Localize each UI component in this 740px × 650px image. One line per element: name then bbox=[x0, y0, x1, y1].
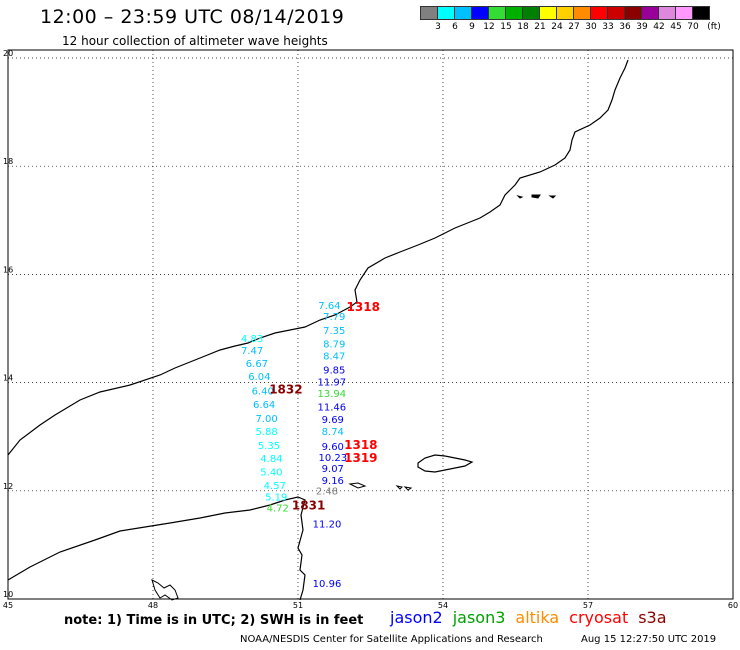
lat-tick-label: 20 bbox=[3, 49, 13, 58]
satellite-s3a: s3a bbox=[638, 608, 667, 627]
pass-time-label: 1318 bbox=[344, 438, 377, 452]
page-subtitle: 12 hour collection of altimeter wave hei… bbox=[62, 34, 328, 48]
satellite-jason2: jason2 bbox=[390, 608, 443, 627]
legend-tick: 39 bbox=[636, 22, 648, 32]
legend-swatch bbox=[692, 6, 710, 20]
legend-tick: 9 bbox=[469, 22, 475, 32]
timestamp: Aug 15 12:27:50 UTC 2019 bbox=[581, 634, 717, 645]
wave-height-value: 8.74 bbox=[322, 427, 344, 438]
wave-height-value: 11.46 bbox=[318, 403, 347, 414]
legend-tick: 12 bbox=[483, 22, 495, 32]
wave-height-value: 5.35 bbox=[258, 441, 280, 452]
credit-text: NOAA/NESDIS Center for Satellite Applica… bbox=[240, 634, 543, 645]
pass-time-label: 1831 bbox=[292, 499, 325, 513]
wave-height-value: 4.83 bbox=[241, 334, 263, 345]
wave-height-value: 7.00 bbox=[255, 414, 277, 425]
wave-height-value: 6.64 bbox=[253, 400, 275, 411]
units-note: note: 1) Time is in UTC; 2) SWH is in fe… bbox=[64, 613, 364, 628]
lon-tick-label: 54 bbox=[438, 601, 448, 610]
legend-tick: 15 bbox=[500, 22, 512, 32]
wave-height-value: 10.23 bbox=[318, 453, 347, 464]
legend-tick: 3 bbox=[435, 22, 441, 32]
satellite-altika: altika bbox=[515, 608, 560, 627]
coastline bbox=[7, 59, 629, 601]
wave-height-value: 5.19 bbox=[265, 493, 287, 504]
wave-height-value: 9.85 bbox=[323, 365, 345, 376]
legend-tick: 27 bbox=[568, 22, 580, 32]
page-title: 12:00 – 23:59 UTC 08/14/2019 bbox=[40, 6, 345, 28]
satellite-legend: jason2 jason3 altika cryosat s3a bbox=[390, 608, 677, 627]
wave-height-value: 4.72 bbox=[267, 503, 289, 514]
wave-height-value: 5.88 bbox=[255, 427, 277, 438]
wave-height-value: 4.57 bbox=[264, 481, 286, 492]
lon-tick-label: 45 bbox=[3, 601, 13, 610]
wave-height-value: 5.40 bbox=[260, 468, 282, 479]
lon-tick-label: 48 bbox=[148, 601, 158, 610]
wave-height-value: 8.79 bbox=[323, 339, 345, 350]
color-legend bbox=[420, 6, 710, 20]
legend-unit: (ft) bbox=[707, 22, 721, 32]
legend-tick: 24 bbox=[551, 22, 563, 32]
wave-height-value: 11.97 bbox=[318, 377, 347, 388]
wave-height-value: 6.67 bbox=[246, 359, 268, 370]
wave-height-value: 6.04 bbox=[248, 372, 270, 383]
wave-height-value: 8.47 bbox=[323, 351, 345, 362]
wave-height-value: 9.07 bbox=[322, 464, 344, 475]
legend-tick: 6 bbox=[452, 22, 458, 32]
pass-time-label: 1832 bbox=[269, 382, 302, 396]
satellite-cryosat: cryosat bbox=[569, 608, 629, 627]
legend-tick: 42 bbox=[653, 22, 665, 32]
legend-tick: 70 bbox=[687, 22, 699, 32]
lat-tick-label: 16 bbox=[3, 265, 13, 274]
lon-tick-label: 57 bbox=[583, 601, 593, 610]
wave-height-value: 4.84 bbox=[260, 454, 282, 465]
pass-time-label: 1318 bbox=[347, 300, 380, 314]
lon-tick-label: 51 bbox=[293, 601, 303, 610]
wave-height-labels: 7.647.797.358.798.479.8511.9713.9411.469… bbox=[241, 301, 347, 590]
legend-tick: 45 bbox=[670, 22, 682, 32]
wave-height-value: 2.48 bbox=[316, 487, 338, 498]
satellite-jason3: jason3 bbox=[452, 608, 506, 627]
wave-height-value: 10.96 bbox=[313, 579, 342, 590]
wave-height-value: 7.35 bbox=[323, 326, 345, 337]
wave-height-value: 7.64 bbox=[318, 301, 340, 312]
wave-height-value: 9.69 bbox=[322, 415, 344, 426]
wave-height-value: 7.79 bbox=[323, 312, 345, 323]
legend-tick: 30 bbox=[585, 22, 597, 32]
wave-height-value: 7.47 bbox=[241, 346, 263, 357]
wave-height-value: 11.20 bbox=[313, 520, 342, 531]
wave-height-value: 13.94 bbox=[318, 389, 347, 400]
lon-tick-label: 60 bbox=[728, 601, 738, 610]
wave-height-value: 9.16 bbox=[322, 476, 344, 487]
legend-tick: 18 bbox=[517, 22, 529, 32]
wave-height-value: 9.60 bbox=[322, 442, 344, 453]
pass-time-label: 1319 bbox=[344, 451, 377, 465]
wave-height-value: 6.40 bbox=[252, 387, 274, 398]
legend-tick: 36 bbox=[619, 22, 631, 32]
legend-tick: 33 bbox=[602, 22, 614, 32]
map-frame bbox=[7, 49, 734, 600]
lat-tick-label: 18 bbox=[3, 157, 13, 166]
legend-tick: 21 bbox=[534, 22, 546, 32]
